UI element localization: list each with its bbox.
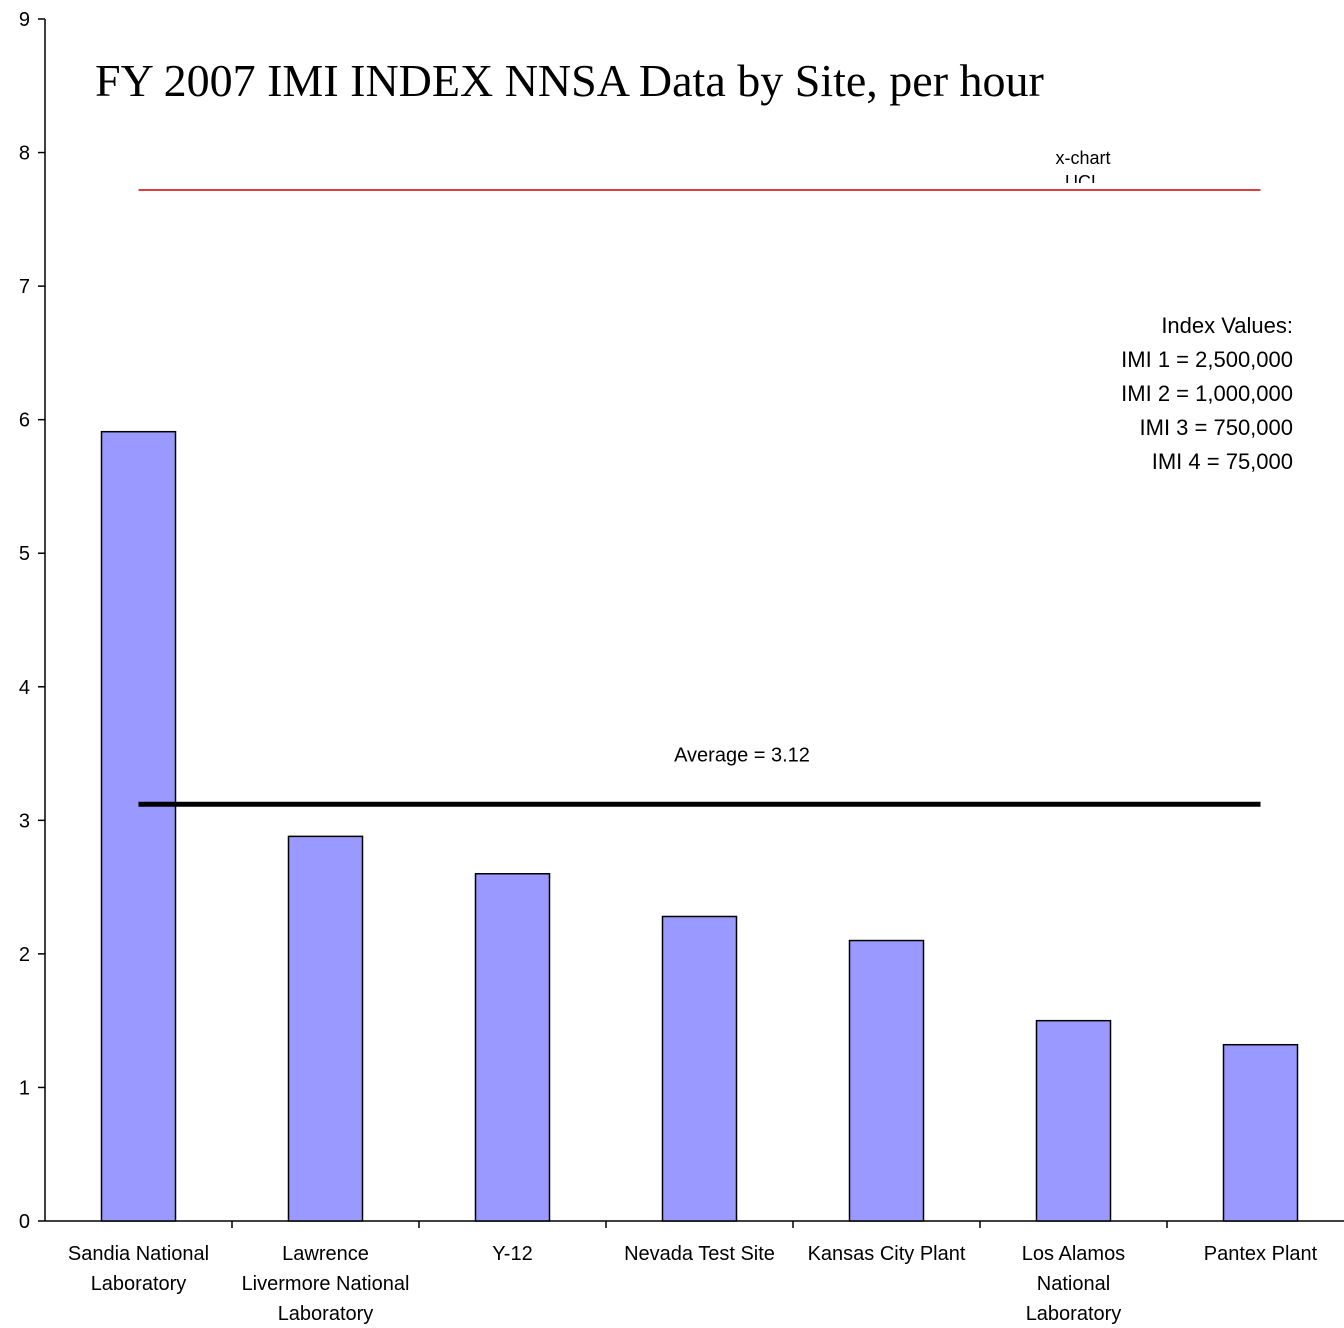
y-tick-label: 5 — [19, 543, 30, 565]
y-tick-label: 4 — [19, 677, 30, 699]
bar — [1222, 1043, 1299, 1222]
bar — [287, 835, 364, 1222]
y-tick-label: 0 — [19, 1211, 30, 1233]
x-tick-label: Nevada Test Site — [624, 1243, 775, 1265]
annotation: IMI 2 = 1,000,000 — [1121, 381, 1293, 406]
annotation: IMI 4 = 75,000 — [1152, 449, 1293, 474]
y-tick-label: 7 — [19, 276, 30, 298]
bar — [661, 915, 738, 1222]
x-tick-label: Kansas City Plant — [808, 1243, 966, 1265]
reference-label: Average = 3.12 — [674, 744, 810, 766]
y-tick-label: 8 — [19, 143, 30, 165]
x-tick-label: Pantex Plant — [1204, 1243, 1318, 1265]
x-tick-label: Sandia National Laboratory — [68, 1243, 209, 1295]
y-tick-label: 1 — [19, 1077, 30, 1099]
chart-title: FY 2007 IMI INDEX NNSA Data by Site, per… — [95, 55, 1044, 106]
reference-label-clip: x-chart UCL — [1055, 148, 1110, 192]
bar — [474, 873, 551, 1222]
bar — [100, 430, 177, 1222]
x-tick-label: Lawrence Livermore National Laboratory — [242, 1243, 410, 1325]
x-tick-label: Y-12 — [492, 1243, 532, 1265]
annotation: IMI 3 = 750,000 — [1140, 415, 1294, 440]
reference-label: x-chart UCL — [1055, 148, 1110, 192]
annotation: Index Values: — [1161, 313, 1293, 338]
y-tick-label: 9 — [19, 9, 30, 31]
annotation: IMI 1 = 2,500,000 — [1121, 347, 1293, 372]
y-tick-label: 2 — [19, 944, 30, 966]
bar — [1035, 1019, 1112, 1222]
x-tick-label: Los Alamos National Laboratory — [1022, 1243, 1125, 1325]
y-tick-label: 3 — [19, 810, 30, 832]
bar — [848, 939, 925, 1222]
y-tick-label: 6 — [19, 410, 30, 432]
